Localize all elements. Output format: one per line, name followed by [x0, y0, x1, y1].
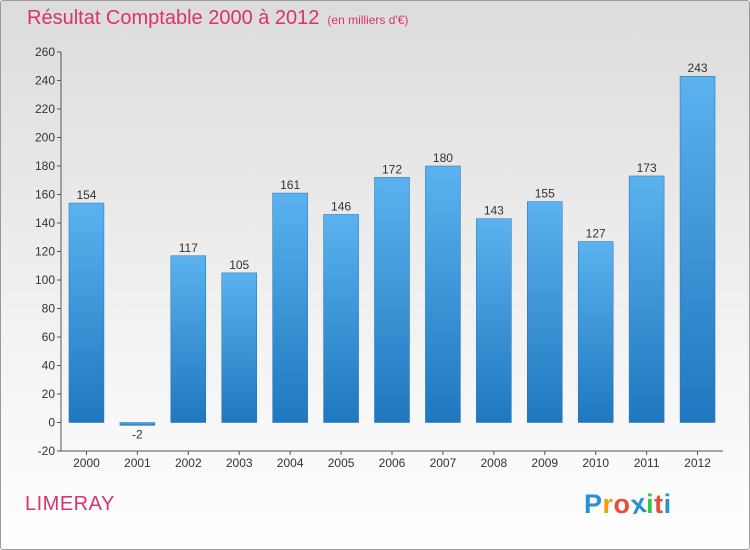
- y-tick-label: 180: [35, 159, 55, 173]
- data-label: 146: [331, 199, 351, 213]
- logo-letter: r: [602, 489, 614, 519]
- y-tick-label: -20: [38, 444, 56, 458]
- x-tick-label: 2003: [226, 456, 253, 470]
- chart-title: Résultat Comptable 2000 à 2012 (en millie…: [27, 7, 408, 30]
- bar: [68, 202, 105, 423]
- data-label: 155: [535, 187, 555, 201]
- y-tick-label: 0: [48, 416, 55, 430]
- bar: [323, 214, 359, 423]
- y-tick-label: 260: [35, 45, 55, 59]
- data-label: 180: [433, 151, 453, 165]
- y-axis: -20 0 20 40 60 80 100 120 140 160 180 200 220 240 260: [35, 45, 62, 458]
- bar: [170, 255, 207, 423]
- bars: [68, 75, 716, 426]
- bar: [476, 218, 512, 423]
- y-tick-label: 120: [35, 245, 55, 259]
- data-label: 243: [688, 61, 708, 75]
- x-tick-label: 2001: [124, 456, 151, 470]
- bar: [272, 192, 308, 423]
- bar: [679, 75, 716, 423]
- x-tick-label: 2010: [582, 456, 609, 470]
- data-label: 172: [382, 162, 402, 176]
- x-tick-label: 2008: [480, 456, 507, 470]
- logo-letter: i: [663, 489, 672, 519]
- data-label: 105: [229, 258, 249, 272]
- logo-letter: o: [613, 489, 631, 519]
- y-tick-label: 100: [35, 273, 55, 287]
- data-label: 117: [179, 241, 198, 255]
- x-axis: 2000 2001 2002 2003 2004 2005 2006 2007 2008 2009…: [61, 450, 723, 470]
- x-tick-label: 2012: [684, 456, 711, 470]
- logo-letter: i: [646, 489, 655, 519]
- chart-title-text: Résultat Comptable 2000 à 2012: [27, 7, 320, 29]
- data-label: 173: [637, 161, 657, 175]
- x-tick-label: 2011: [634, 456, 660, 470]
- proxiti-logo[interactable]: Proxiti: [584, 488, 672, 520]
- data-label: -2: [132, 427, 143, 441]
- bar: [577, 241, 614, 423]
- x-tick-label: 2002: [175, 456, 202, 470]
- data-label: 143: [484, 204, 504, 218]
- data-label: 154: [76, 188, 96, 202]
- x-tick-label: 2004: [277, 456, 304, 470]
- x-tick-label: 2006: [379, 456, 406, 470]
- y-tick-label: 140: [35, 216, 55, 230]
- bar: [221, 272, 257, 423]
- logo-letter: P: [584, 489, 603, 519]
- x-tick-label: 2005: [328, 456, 355, 470]
- logo-letter: t: [654, 489, 664, 519]
- data-label: 161: [280, 178, 300, 192]
- bar: [425, 165, 461, 423]
- bar: [527, 201, 563, 423]
- y-tick-label: 20: [42, 387, 56, 401]
- bar: [119, 422, 156, 426]
- y-tick-label: 160: [35, 188, 55, 202]
- y-tick-label: 200: [35, 131, 55, 145]
- data-labels: 154 -2 117 105 161 146 172 180 143 155 127 173 243: [76, 61, 707, 441]
- y-tick-label: 60: [42, 330, 56, 344]
- data-label: 127: [586, 227, 606, 241]
- place-name: LIMERAY: [25, 493, 115, 515]
- y-tick-label: 220: [35, 102, 55, 116]
- x-tick-label: 2007: [430, 456, 457, 470]
- x-tick-label: 2009: [531, 456, 558, 470]
- chart-subtitle: (en milliers d'€): [327, 13, 409, 27]
- bar: [628, 175, 665, 423]
- bar: [374, 177, 410, 423]
- y-tick-label: 80: [42, 302, 56, 316]
- x-tick-label: 2000: [73, 456, 100, 470]
- y-tick-label: 240: [35, 74, 55, 88]
- y-tick-label: 40: [42, 359, 56, 373]
